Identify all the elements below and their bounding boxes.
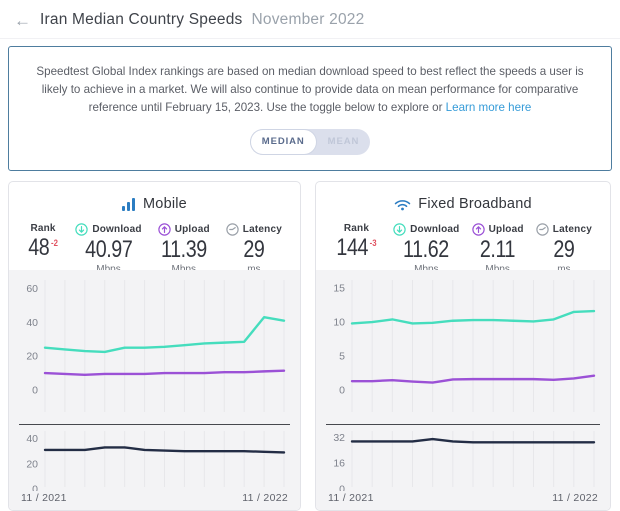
stat-latency: Latency 29 ms: [226, 223, 282, 275]
mobile-charts-section: 60 40 20 0 40 20 0 11 / 2021 11 / 2022: [9, 269, 300, 510]
svg-text:0: 0: [32, 384, 38, 396]
mobile-stats: Rank 48-2 Download 40.97 Mbps Upload 11.…: [9, 216, 300, 275]
x-label-start: 11 / 2021: [21, 491, 67, 504]
stat-download: Download 11.62 Mbps: [393, 223, 460, 275]
notice-text: Speedtest Global Index rankings are base…: [23, 63, 597, 117]
stat-label: Download: [410, 223, 460, 235]
stat-value: 11.39: [160, 235, 207, 263]
stat-label: Upload: [174, 223, 210, 235]
mobile-bars-icon: [122, 197, 136, 211]
toggle-option-median[interactable]: MEDIAN: [250, 129, 316, 154]
stat-value: 29: [553, 235, 575, 263]
chart-divider: [19, 423, 290, 425]
stat-value: 40.97: [84, 235, 133, 263]
stat-unit: ms: [557, 264, 570, 275]
download-icon: [75, 223, 89, 236]
svg-text:32: 32: [333, 432, 345, 444]
rank-delta: -3: [369, 237, 377, 249]
stat-upload: Upload 11.39 Mbps: [156, 223, 212, 275]
mobile-x-axis-labels: 11 / 2021 11 / 2022: [19, 491, 290, 504]
chart-divider: [326, 423, 600, 425]
svg-text:60: 60: [26, 283, 38, 295]
upload-icon: [157, 223, 171, 236]
download-icon: [393, 223, 406, 236]
svg-text:0: 0: [32, 483, 38, 491]
panel-title-label: Mobile: [143, 196, 187, 213]
learn-more-link[interactable]: Learn more here: [445, 100, 532, 114]
page-header: ← Iran Median Country Speeds November 20…: [0, 0, 620, 39]
x-label-start: 11 / 2021: [328, 491, 374, 504]
stat-unit: Mbps: [96, 264, 120, 275]
svg-text:10: 10: [333, 317, 345, 329]
back-arrow-icon[interactable]: ←: [14, 10, 31, 30]
rank-number: 144: [336, 233, 369, 261]
stat-latency: Latency 29 ms: [536, 223, 592, 275]
svg-text:5: 5: [339, 350, 345, 362]
stat-value: 11.62: [403, 235, 450, 263]
latency-icon: [536, 223, 549, 236]
svg-text:40: 40: [26, 433, 38, 445]
stat-value: 2.11: [480, 235, 516, 263]
fixed-speeds-chart[interactable]: 15 10 5 0: [326, 276, 600, 422]
page-title: Iran Median Country Speeds: [40, 11, 243, 28]
page-subtitle: November 2022: [251, 11, 365, 28]
stat-label: Download: [92, 223, 142, 235]
mobile-panel-title: Mobile: [9, 182, 300, 216]
stat-rank: Rank 144 -3: [332, 223, 381, 270]
stat-label: Latency: [552, 223, 592, 235]
fixed-latency-chart[interactable]: 32 16 0: [326, 427, 600, 491]
upload-icon: [471, 223, 485, 236]
panel-title-label: Fixed Broadband: [418, 196, 532, 213]
stat-label: Rank: [30, 222, 56, 234]
x-label-end: 11 / 2022: [242, 491, 288, 504]
stat-value: 29: [243, 235, 265, 263]
stat-label: Latency: [242, 223, 282, 235]
stat-rank: Rank 48 -2: [25, 223, 61, 270]
stat-unit: Mbps: [414, 264, 438, 275]
stat-upload: Upload 2.11 Mbps: [471, 223, 524, 275]
svg-text:0: 0: [339, 384, 345, 396]
svg-text:20: 20: [26, 458, 38, 470]
rank-delta: -2: [50, 237, 58, 249]
stat-value: 144 -3: [336, 234, 376, 262]
fixed-stats: Rank 144-3 Download 11.62 Mbps Upload 2.…: [316, 216, 610, 275]
svg-text:15: 15: [333, 283, 345, 295]
notice-box: Speedtest Global Index rankings are base…: [8, 46, 612, 171]
mobile-speeds-chart[interactable]: 60 40 20 0: [19, 276, 290, 422]
stat-download: Download 40.97 Mbps: [75, 223, 142, 275]
fixed-broadband-panel: Fixed Broadband Rank 144 -3 Download 11.6…: [315, 180, 611, 511]
toggle-option-mean[interactable]: MEAN: [327, 135, 360, 147]
stat-unit: ms: [247, 264, 260, 275]
svg-text:20: 20: [26, 351, 38, 363]
svg-text:0: 0: [339, 483, 345, 491]
svg-text:16: 16: [333, 458, 345, 470]
latency-icon: [226, 223, 239, 236]
mobile-latency-chart[interactable]: 40 20 0: [19, 427, 290, 491]
stat-label: Rank: [343, 222, 370, 234]
mobile-panel: Mobile Rank 48-2 Download 40.97 Mbps Upl…: [8, 180, 301, 511]
svg-text:40: 40: [26, 317, 38, 329]
stat-label: Upload: [488, 223, 524, 235]
stat-unit: Mbps: [172, 264, 196, 275]
wifi-icon: [394, 198, 411, 211]
panels-row: Mobile Rank 48-2 Download 40.97 Mbps Upl…: [8, 180, 612, 511]
rank-number: 48: [28, 233, 50, 261]
fixed-x-axis-labels: 11 / 2021 11 / 2022: [326, 491, 600, 504]
notice-body: Speedtest Global Index rankings are base…: [36, 65, 584, 114]
stat-unit: Mbps: [485, 264, 509, 275]
x-label-end: 11 / 2022: [552, 491, 598, 504]
stat-value: 48 -2: [28, 234, 58, 262]
median-mean-toggle[interactable]: MEDIAN MEAN: [249, 128, 371, 155]
fixed-charts-section: 15 10 5 0 32 16 0 11 / 2021 11 / 2022: [316, 269, 610, 510]
fixed-panel-title: Fixed Broadband: [316, 182, 610, 216]
